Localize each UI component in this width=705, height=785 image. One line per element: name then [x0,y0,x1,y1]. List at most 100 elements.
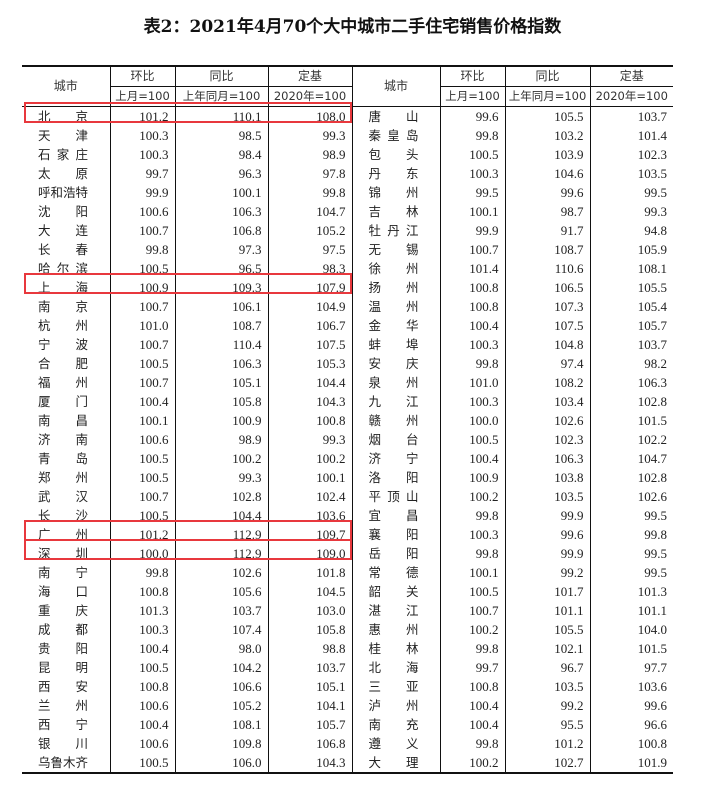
city-name: 牡丹江 [368,223,419,238]
table-row: 乌鲁木齐 100.5 106.0 104.3 大理 100.2 102.7 101.9 [22,753,673,773]
yoy-value: 96.7 [504,658,590,677]
mom-value: 99.9 [109,183,175,202]
mom-value: 99.8 [439,126,505,145]
subheader-base: 2020年=100 [267,86,353,107]
subheader-yoy: 上年同月=100 [504,86,590,107]
city-name: 金华 [368,318,419,333]
base-value: 106.3 [589,373,673,392]
base-value: 104.4 [267,373,353,392]
city-cell: 济南 [22,430,110,449]
city-cell: 温州 [352,297,440,316]
city-name: 银川 [38,736,88,751]
table-row: 南宁 99.8 102.6 101.8 常德 100.1 99.2 99.5 [22,563,673,582]
subheader-yoy: 上年同月=100 [174,86,268,107]
table-row: 南京 100.7 106.1 104.9 温州 100.8 107.3 105.4 [22,297,673,316]
table-row: 北京 101.2 110.1 108.0 唐山 99.6 105.5 103.7 [22,106,673,126]
city-name: 锦州 [368,185,419,200]
yoy-value: 99.2 [504,563,590,582]
city-cell: 福州 [22,373,110,392]
city-cell: 济宁 [352,449,440,468]
table-row: 太原 99.7 96.3 97.8 丹东 100.3 104.6 103.5 [22,164,673,183]
base-value: 106.7 [267,316,353,335]
city-cell: 重庆 [22,601,110,620]
highlight-box [24,539,352,560]
city-cell: 乌鲁木齐 [22,753,110,773]
mom-value: 100.8 [109,677,175,696]
yoy-value: 106.3 [174,202,268,221]
header-mom: 环比 [109,66,175,87]
city-name: 九江 [368,394,419,409]
yoy-value: 99.9 [504,544,590,563]
mom-value: 100.4 [109,392,175,411]
city-cell: 扬州 [352,278,440,297]
mom-value: 100.7 [109,335,175,354]
mom-value: 100.7 [109,487,175,506]
table-row: 长春 99.8 97.3 97.5 无锡 100.7 108.7 105.9 [22,240,673,259]
city-name: 常德 [368,565,419,580]
mom-value: 100.4 [439,715,505,734]
yoy-value: 103.2 [504,126,590,145]
table-row: 福州 100.7 105.1 104.4 泉州 101.0 108.2 106.3 [22,373,673,392]
city-name: 泉州 [368,375,419,390]
city-cell: 安庆 [352,354,440,373]
yoy-value: 101.1 [504,601,590,620]
mom-value: 99.8 [109,240,175,259]
city-name: 徐州 [368,261,419,276]
city-cell: 昆明 [22,658,110,677]
base-value: 99.5 [589,183,673,202]
base-value: 99.3 [589,202,673,221]
base-value: 103.5 [589,164,673,183]
city-name: 南昌 [38,413,88,428]
city-cell: 南昌 [22,411,110,430]
yoy-value: 104.8 [504,335,590,354]
table-title: 表2：2021年4月70个大中城市二手住宅销售价格指数 [143,17,562,37]
yoy-value: 99.9 [504,506,590,525]
highlight-box [24,273,352,294]
base-value: 98.2 [589,354,673,373]
header-yoy: 同比 [504,66,590,87]
base-value: 97.7 [589,658,673,677]
base-value: 105.2 [267,221,353,240]
city-name: 武汉 [38,489,88,504]
table-row: 南昌 100.1 100.9 100.8 赣州 100.0 102.6 101.5 [22,411,673,430]
header-city: 城市 [352,66,440,107]
base-value: 99.3 [267,126,353,145]
city-name: 韶关 [368,584,419,599]
base-value: 103.7 [267,658,353,677]
city-name: 平顶山 [368,489,419,504]
city-cell: 丹东 [352,164,440,183]
mom-value: 100.4 [439,316,505,335]
base-value: 102.8 [589,392,673,411]
city-name: 西安 [38,679,88,694]
city-cell: 成都 [22,620,110,639]
mom-value: 100.5 [109,658,175,677]
yoy-value: 106.8 [174,221,268,240]
mom-value: 101.0 [109,316,175,335]
city-name: 南京 [38,299,88,314]
city-cell: 深圳 [22,544,110,563]
city-cell: 南京 [22,297,110,316]
city-cell: 湛江 [352,601,440,620]
base-value: 100.1 [267,468,353,487]
city-cell: 上海 [22,278,110,297]
yoy-value: 98.4 [174,145,268,164]
yoy-value: 97.4 [504,354,590,373]
city-cell: 襄阳 [352,525,440,544]
table-row: 成都 100.3 107.4 105.8 惠州 100.2 105.5 104.0 [22,620,673,639]
highlight-box [24,102,352,123]
mom-value: 100.1 [109,411,175,430]
mom-value: 100.4 [439,449,505,468]
yoy-value: 107.5 [504,316,590,335]
yoy-value: 102.7 [504,753,590,773]
header-base: 定基 [589,66,673,87]
city-cell: 合肥 [22,354,110,373]
subheader-mom: 上月=100 [109,86,175,107]
city-cell: 常德 [352,563,440,582]
base-value: 102.3 [589,145,673,164]
yoy-value: 99.6 [504,525,590,544]
city-name: 北京 [38,109,88,124]
table-row: 深圳 100.0 112.9 109.0 岳阳 99.8 99.9 99.5 [22,544,673,563]
base-value: 99.8 [267,183,353,202]
table-row: 郑州 100.5 99.3 100.1 洛阳 100.9 103.8 102.8 [22,468,673,487]
table-row: 合肥 100.5 106.3 105.3 安庆 99.8 97.4 98.2 [22,354,673,373]
